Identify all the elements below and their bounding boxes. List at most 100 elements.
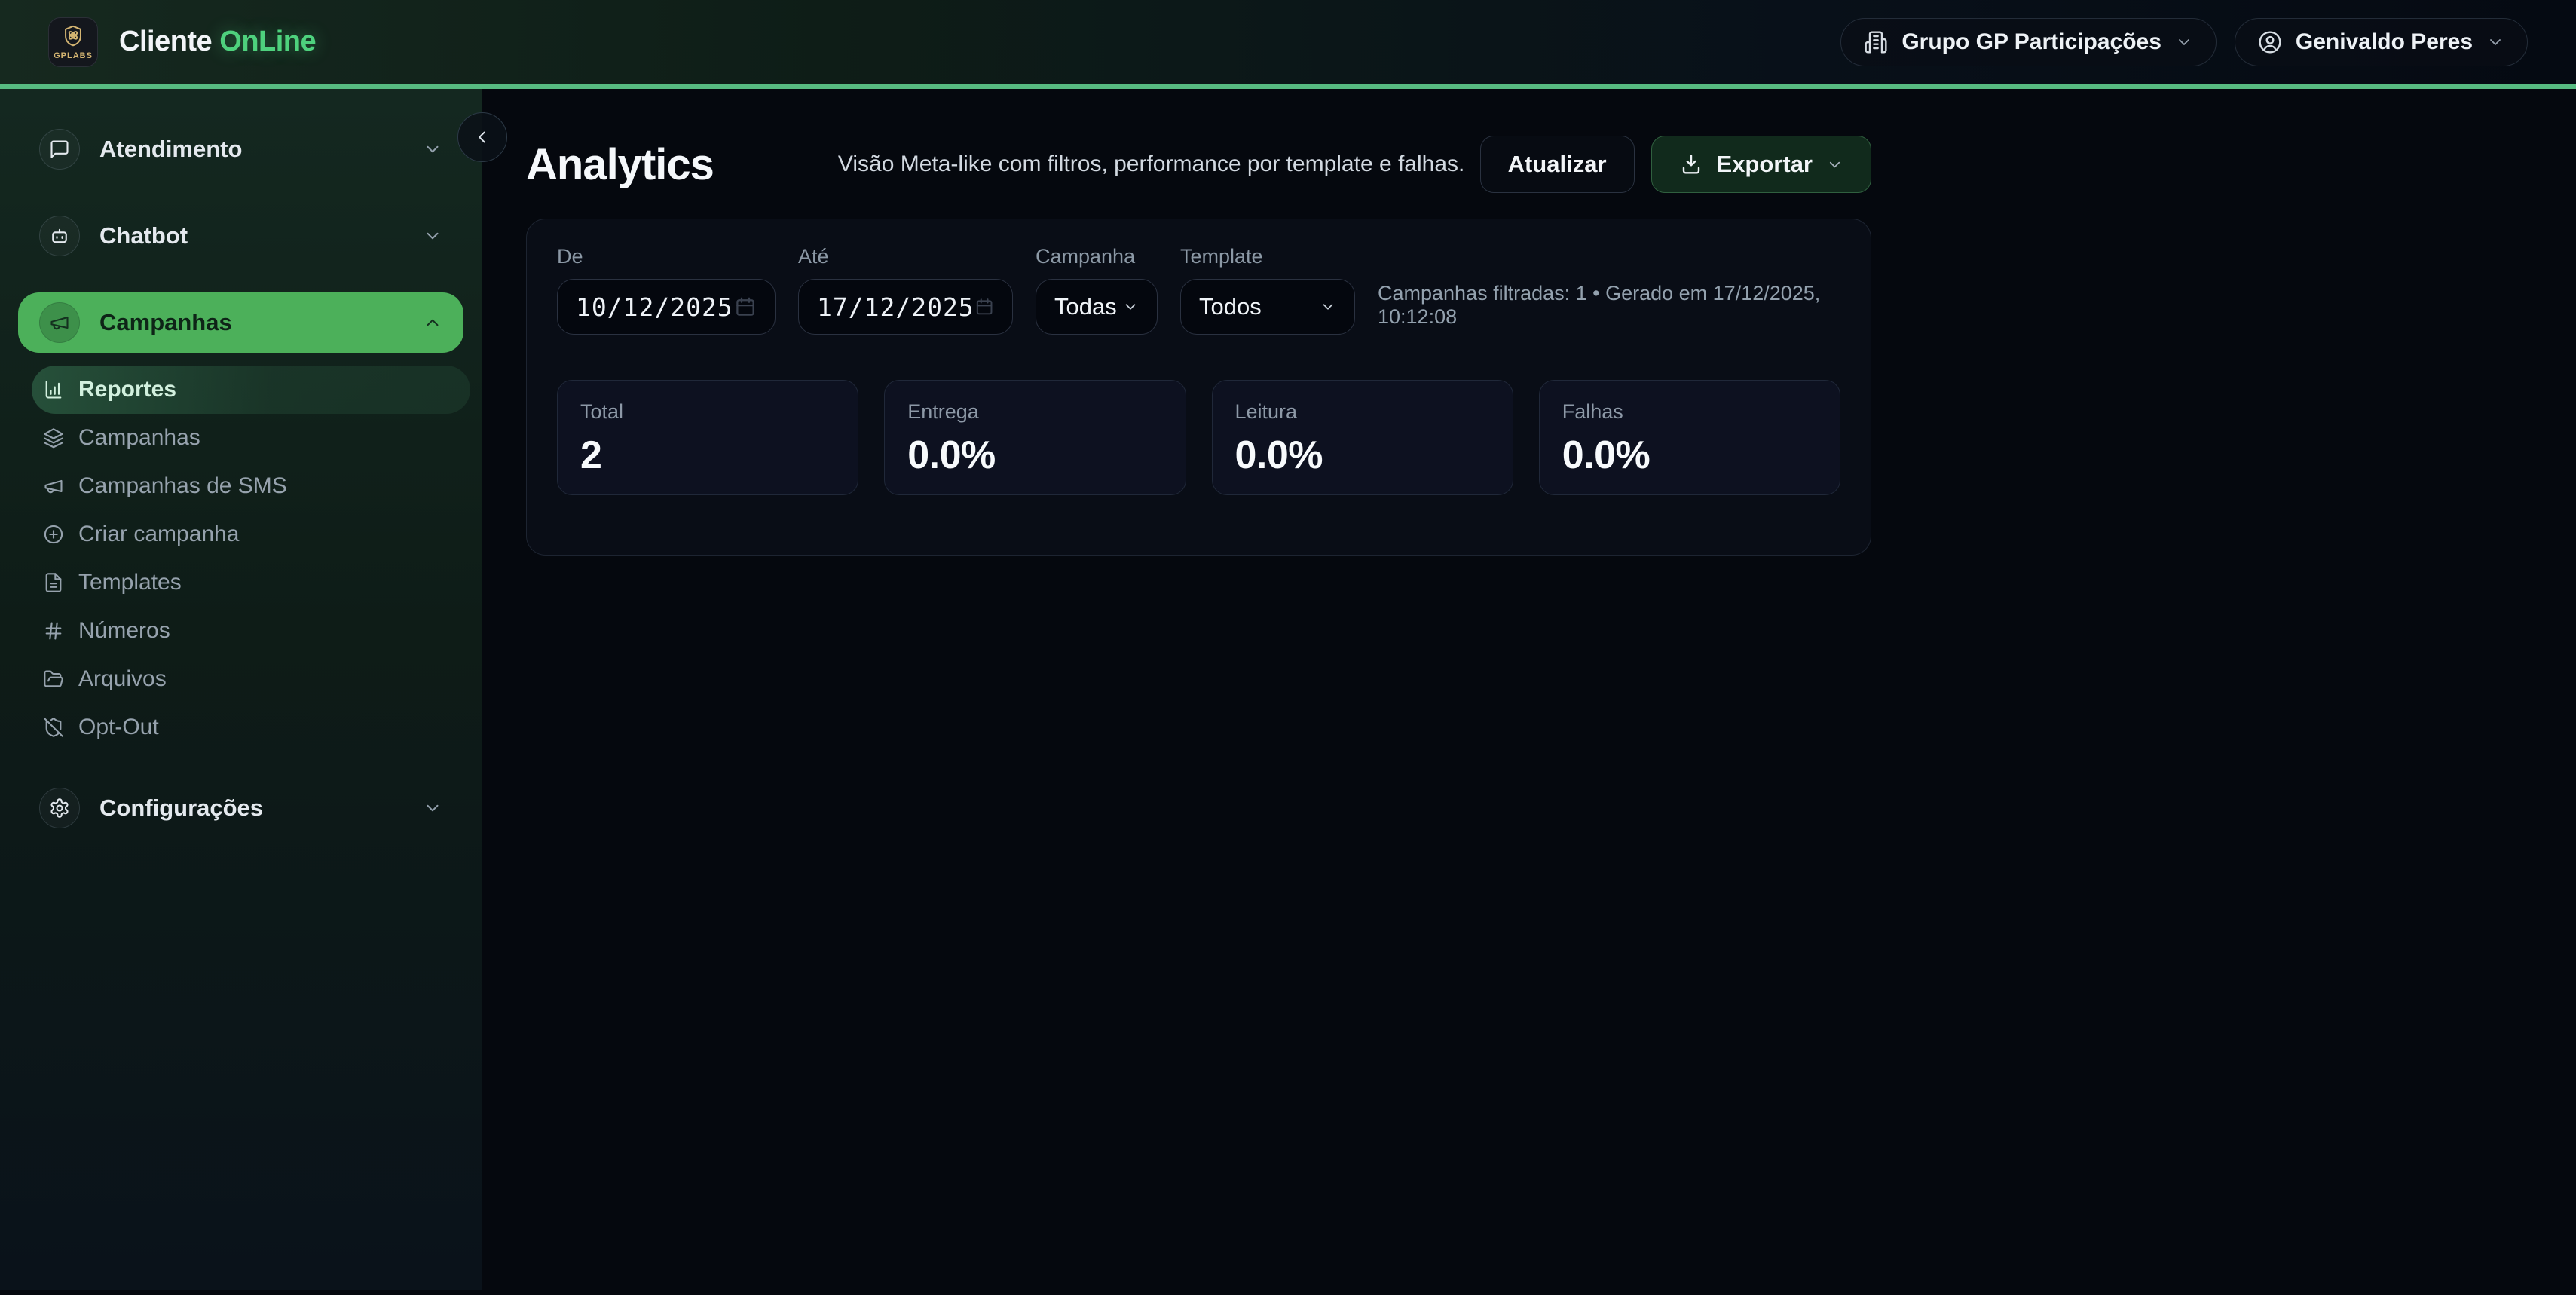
submenu-item-label: Campanhas de SMS bbox=[78, 473, 287, 498]
date-from-input[interactable]: 10/12/2025 bbox=[557, 279, 776, 335]
page-header: Analytics Visão Meta-like com filtros, p… bbox=[526, 136, 1871, 193]
calendar-icon bbox=[974, 295, 994, 318]
header-actions: Grupo GP Participações Genivaldo Peres bbox=[1840, 17, 2528, 66]
campanhas-submenu: Reportes Campanhas Campanhas de SMS Cria… bbox=[32, 366, 470, 752]
user-name: Genivaldo Peres bbox=[2295, 29, 2473, 54]
template-select-value: Todos bbox=[1199, 293, 1262, 320]
page-subtitle: Visão Meta-like com filtros, performance… bbox=[837, 152, 1465, 176]
sidebar-item-label: Configurações bbox=[99, 794, 264, 821]
submenu-item-campanhas-de-sms[interactable]: Campanhas de SMS bbox=[32, 462, 470, 510]
submenu-item-numeros[interactable]: Números bbox=[32, 607, 470, 655]
filters-meta-text: Campanhas filtradas: 1 • Gerado em 17/12… bbox=[1378, 282, 1821, 328]
stat-label: Falhas bbox=[1562, 400, 1623, 423]
submenu-item-templates[interactable]: Templates bbox=[32, 559, 470, 607]
download-icon bbox=[1679, 152, 1703, 176]
building-icon bbox=[1864, 30, 1888, 54]
app-shell: Atendimento Chatbot Campanhas Reportes bbox=[0, 89, 2576, 1290]
campaign-select-value: Todas bbox=[1054, 293, 1117, 320]
stat-card-leitura: Leitura 0.0% bbox=[1211, 380, 1513, 495]
gear-icon bbox=[39, 788, 80, 828]
filter-label-campaign: Campanha bbox=[1036, 245, 1136, 268]
stat-label: Total bbox=[580, 400, 624, 423]
chevron-down-icon bbox=[1320, 298, 1336, 315]
chevron-left-icon bbox=[473, 127, 492, 147]
refresh-button-label: Atualizar bbox=[1507, 151, 1607, 177]
filter-template: Template Todos bbox=[1180, 245, 1355, 335]
filter-date-to: Até 17/12/2025 bbox=[798, 245, 1013, 335]
chevron-up-icon bbox=[423, 313, 442, 332]
filter-label-from: De bbox=[557, 245, 583, 268]
shield-off-icon bbox=[43, 717, 64, 738]
chevron-down-icon bbox=[1826, 156, 1843, 173]
org-name: Grupo GP Participações bbox=[1901, 29, 2161, 54]
sidebar-item-atendimento[interactable]: Atendimento bbox=[18, 119, 463, 179]
sidebar-item-configuracoes[interactable]: Configurações bbox=[18, 778, 463, 838]
sidebar: Atendimento Chatbot Campanhas Reportes bbox=[0, 89, 507, 1290]
stats-row: Total 2 Entrega 0.0% Leitura 0.0% Falhas… bbox=[557, 380, 1840, 495]
submenu-item-label: Criar campanha bbox=[78, 522, 240, 546]
stat-label: Leitura bbox=[1234, 400, 1298, 423]
calendar-icon bbox=[734, 295, 757, 318]
sidebar-nav: Atendimento Chatbot Campanhas Reportes bbox=[0, 119, 482, 838]
bot-icon bbox=[39, 216, 80, 256]
chevron-down-icon bbox=[423, 226, 442, 246]
sidebar-collapse-button[interactable] bbox=[457, 112, 507, 162]
sidebar-item-chatbot[interactable]: Chatbot bbox=[18, 206, 463, 266]
stat-value: 0.0% bbox=[1234, 433, 1323, 477]
app-title-first: Cliente bbox=[119, 26, 213, 57]
stat-card-entrega: Entrega 0.0% bbox=[884, 380, 1186, 495]
filter-label-template: Template bbox=[1180, 245, 1263, 268]
submenu-item-label: Templates bbox=[78, 570, 182, 595]
submenu-item-opt-out[interactable]: Opt-Out bbox=[32, 703, 470, 752]
campaign-select[interactable]: Todas bbox=[1036, 279, 1158, 335]
user-menu-button[interactable]: Genivaldo Peres bbox=[2234, 17, 2528, 66]
main-content: Analytics Visão Meta-like com filtros, p… bbox=[482, 89, 2576, 1290]
gplabs-logo: GPLABS bbox=[48, 17, 98, 67]
chevron-down-icon bbox=[1122, 298, 1139, 315]
date-from-value: 10/12/2025 bbox=[576, 292, 733, 322]
layers-icon bbox=[43, 427, 64, 449]
file-text-icon bbox=[43, 572, 64, 593]
submenu-item-criar-campanha[interactable]: Criar campanha bbox=[32, 510, 470, 559]
chat-icon bbox=[39, 129, 80, 170]
chevron-down-icon bbox=[423, 798, 442, 818]
shield-atom-icon bbox=[60, 24, 86, 50]
chevron-down-icon bbox=[2175, 33, 2193, 51]
template-select[interactable]: Todos bbox=[1180, 279, 1355, 335]
app-title-second: OnLine bbox=[219, 26, 317, 57]
submenu-item-arquivos[interactable]: Arquivos bbox=[32, 655, 470, 703]
refresh-button[interactable]: Atualizar bbox=[1479, 136, 1635, 193]
date-to-input[interactable]: 17/12/2025 bbox=[798, 279, 1013, 335]
page-title: Analytics bbox=[526, 139, 714, 189]
plus-circle-icon bbox=[43, 524, 64, 545]
top-bar: GPLABS Cliente OnLine Grupo GP Participa… bbox=[0, 0, 2576, 89]
brand: GPLABS Cliente OnLine bbox=[48, 17, 317, 67]
stat-value: 0.0% bbox=[1562, 433, 1651, 477]
app-title: Cliente OnLine bbox=[119, 26, 317, 58]
hash-icon bbox=[43, 620, 64, 641]
megaphone-icon bbox=[39, 302, 80, 343]
date-to-value: 17/12/2025 bbox=[817, 292, 974, 322]
filters-card: De 10/12/2025 Até 17/12/2025 Campanha bbox=[526, 219, 1871, 556]
folder-open-icon bbox=[43, 669, 64, 690]
megaphone-icon bbox=[43, 476, 64, 497]
submenu-item-reportes[interactable]: Reportes bbox=[32, 366, 470, 414]
bar-chart-icon bbox=[43, 379, 64, 400]
filter-campaign: Campanha Todas bbox=[1036, 245, 1158, 335]
filter-date-from: De 10/12/2025 bbox=[557, 245, 776, 335]
stat-card-total: Total 2 bbox=[557, 380, 859, 495]
sidebar-item-label: Campanhas bbox=[99, 309, 232, 335]
submenu-item-label: Arquivos bbox=[78, 666, 167, 691]
submenu-item-label: Campanhas bbox=[78, 425, 200, 450]
filters-row: De 10/12/2025 Até 17/12/2025 Campanha bbox=[557, 245, 1840, 335]
sidebar-item-campanhas[interactable]: Campanhas bbox=[18, 292, 463, 353]
logo-text: GPLABS bbox=[54, 51, 93, 60]
submenu-item-campanhas[interactable]: Campanhas bbox=[32, 414, 470, 462]
export-button[interactable]: Exportar bbox=[1651, 136, 1871, 193]
org-selector-button[interactable]: Grupo GP Participações bbox=[1840, 17, 2217, 66]
sidebar-item-label: Atendimento bbox=[99, 136, 243, 162]
export-button-label: Exportar bbox=[1716, 151, 1813, 177]
sidebar-item-label: Chatbot bbox=[99, 222, 188, 249]
chevron-down-icon bbox=[2486, 33, 2504, 51]
user-circle-icon bbox=[2258, 30, 2282, 54]
